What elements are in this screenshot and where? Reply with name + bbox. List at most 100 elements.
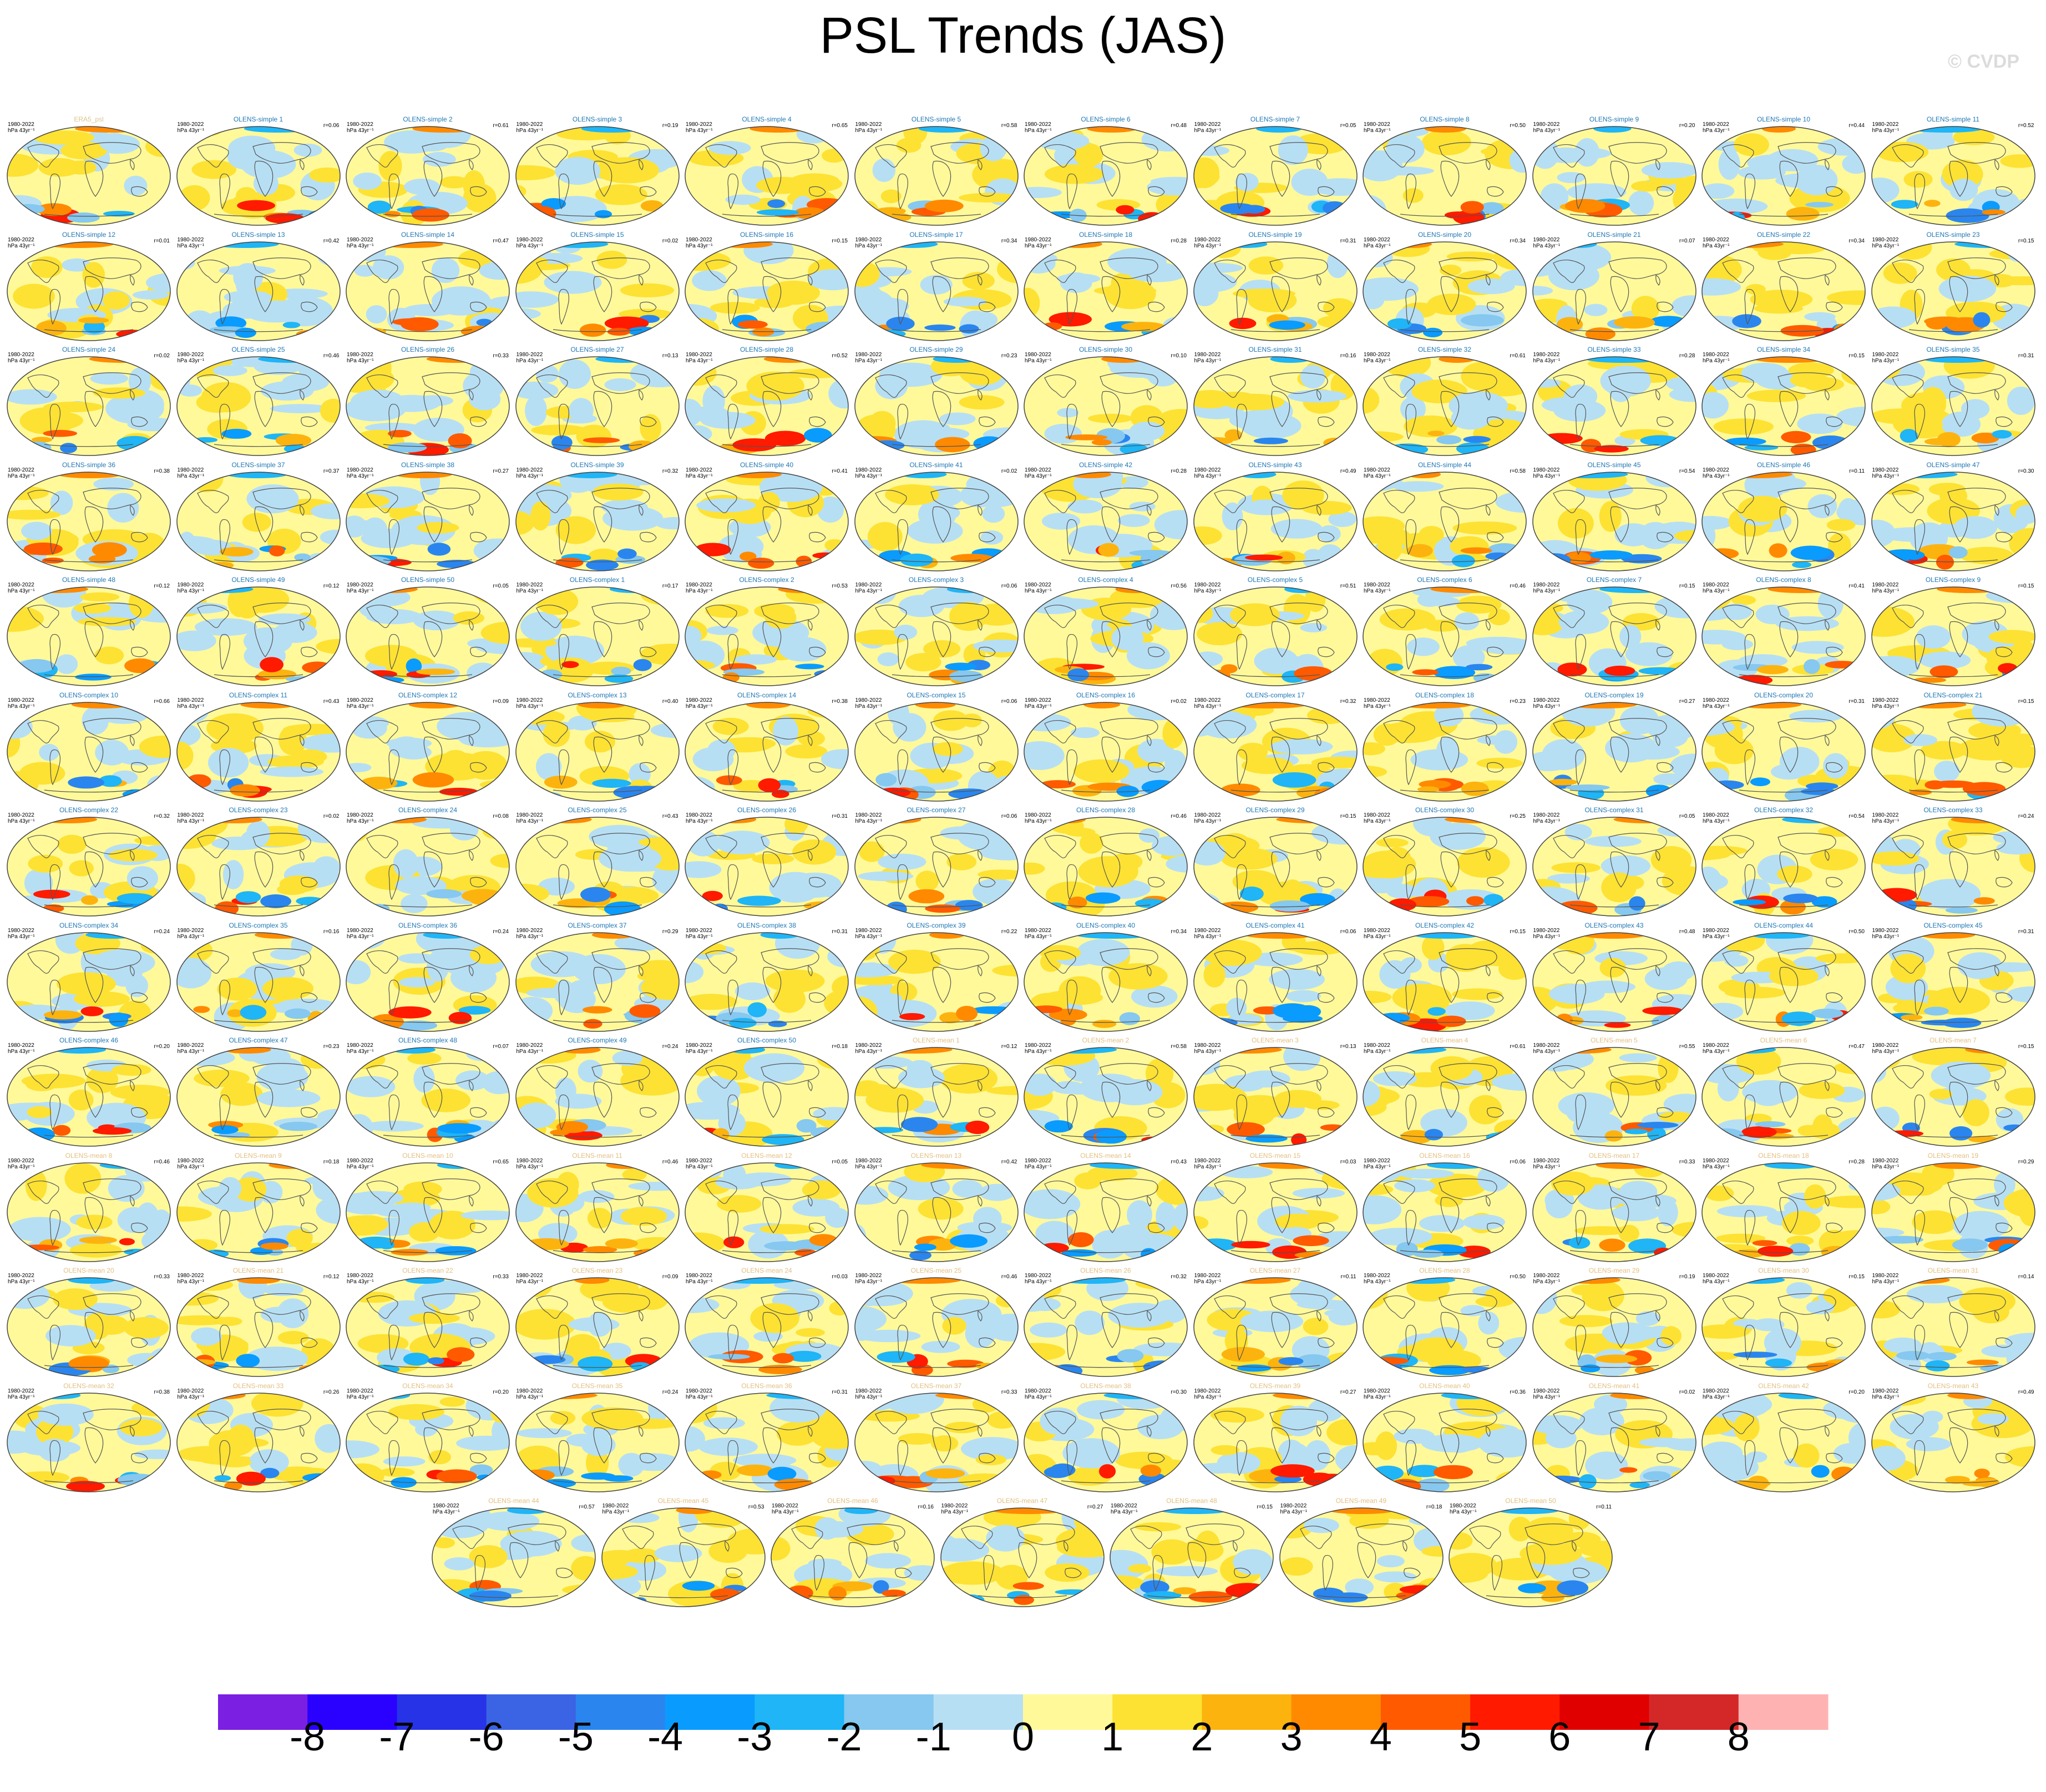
trend-contour: [1541, 397, 1596, 413]
trend-contour: [1091, 1284, 1121, 1301]
psl-trend-map: [1871, 586, 2035, 686]
map-panel: OLENS-complex 36 1980-2022 hPa 43yr⁻¹ r=0.2…: [345, 922, 511, 1032]
coastline: [978, 186, 996, 197]
trend-contour: [1903, 171, 1933, 188]
trend-contour: [1404, 415, 1457, 438]
trend-contour: [908, 889, 944, 904]
trend-contour: [69, 860, 94, 877]
trend-contour: [633, 1248, 670, 1258]
trend-contour: [1223, 393, 1284, 411]
map-panel: OLENS-complex 49 1980-2022 hPa 43yr⁻¹ r=0.2…: [514, 1036, 681, 1147]
coastline: [808, 389, 813, 401]
trend-contour: [1619, 1467, 1637, 1473]
trend-contour: [858, 871, 913, 882]
trend-contour: [275, 434, 311, 447]
trend-contour: [372, 255, 404, 280]
coastline: [1269, 372, 1328, 394]
coastline: [761, 257, 819, 279]
trend-contour: [1997, 663, 2017, 674]
trend-contour: [366, 305, 387, 323]
trend-contour: [1314, 787, 1353, 801]
map-panel: OLENS-simple 32 1980-2022 hPa 43yr⁻¹ r=0.61: [1361, 346, 1528, 457]
trend-contour: [68, 1356, 109, 1371]
panel-units: hPa 43yr⁻¹: [1194, 242, 1222, 249]
trend-contour: [1300, 365, 1325, 389]
panel-units: hPa 43yr⁻¹: [516, 128, 544, 134]
psl-trend-map: [1363, 1277, 1527, 1377]
panel-title: OLENS-simple 5: [911, 115, 961, 123]
psl-trend-map: [515, 1047, 680, 1147]
trend-contour: [958, 193, 1018, 203]
trend-contour: [685, 704, 703, 713]
map-outline: [1363, 241, 1527, 341]
trend-contour: [427, 1357, 444, 1365]
psl-trend-map: [176, 126, 341, 226]
coastline: [1148, 186, 1165, 197]
trend-contour: [43, 429, 77, 437]
trend-contour: [877, 1351, 915, 1363]
coastline: [1147, 159, 1152, 170]
coastline: [1383, 374, 1415, 398]
trend-contour: [193, 437, 217, 443]
panel-units: hPa 43yr⁻¹: [1703, 242, 1730, 249]
coastline: [1552, 144, 1585, 168]
psl-trend-map: [685, 932, 849, 1032]
coastline: [1486, 159, 1491, 170]
trend-contour: [1649, 315, 1687, 327]
map-panel: OLENS-mean 4 1980-2022 hPa 43yr⁻¹ r=0.61: [1361, 1036, 1528, 1147]
trend-contour: [69, 1243, 122, 1258]
trend-contour: [227, 144, 264, 170]
panel-correlation: r=0.20: [1679, 123, 1695, 129]
psl-trend-map: [515, 471, 680, 571]
psl-trend-map: [685, 471, 849, 571]
trend-contour: [747, 1002, 767, 1018]
map-panel: OLENS-simple 36 1980-2022 hPa 43yr⁻¹ r=0.38: [6, 461, 172, 572]
trend-contour: [1780, 325, 1824, 337]
coastline: [762, 160, 782, 197]
map-outline: [1532, 126, 1696, 226]
trend-contour: [215, 316, 246, 330]
coastline: [1744, 288, 1756, 325]
trend-contour: [1452, 988, 1503, 1000]
coastline: [383, 444, 473, 447]
trend-contour: [1953, 515, 1997, 539]
psl-trend-map: [7, 1162, 171, 1262]
psl-trend-map: [176, 817, 341, 917]
trend-contour: [76, 1214, 113, 1229]
trend-contour: [1129, 501, 1156, 512]
psl-trend-map: [1193, 701, 1358, 802]
trend-contour: [1030, 1322, 1067, 1338]
coastline: [214, 444, 303, 447]
map-panel: OLENS-mean 29 1980-2022 hPa 43yr⁻¹ r=0.19: [1531, 1267, 1698, 1378]
psl-trend-map: [7, 356, 171, 456]
panel-correlation: r=0.61: [1510, 353, 1526, 359]
trend-contour: [277, 1330, 309, 1345]
panel-correlation: r=0.52: [2018, 123, 2034, 129]
map-panel: OLENS-complex 26 1980-2022 hPa 43yr⁻¹ r=0.3…: [683, 806, 850, 917]
trend-contour: [216, 1317, 242, 1326]
trend-contour: [1469, 1095, 1502, 1125]
trend-contour: [893, 625, 917, 640]
trend-contour: [1461, 313, 1504, 326]
map-panel: OLENS-simple 24 1980-2022 hPa 43yr⁻¹ r=0.02: [6, 346, 172, 457]
trend-contour: [961, 713, 982, 727]
trend-contour: [1595, 1354, 1637, 1363]
coastline: [423, 391, 443, 427]
panel-period: 1980-2022: [1703, 122, 1729, 128]
trend-contour: [1631, 295, 1659, 321]
panel-units: hPa 43yr⁻¹: [1364, 358, 1391, 364]
coastline: [1949, 160, 1968, 197]
trend-contour: [1733, 1351, 1777, 1358]
coastline: [49, 403, 61, 440]
coastline: [388, 288, 400, 325]
trend-contour: [1702, 183, 1735, 199]
coastline: [1316, 159, 1321, 170]
panel-units: hPa 43yr⁻¹: [8, 358, 35, 364]
coastline: [892, 328, 981, 332]
coastline: [1148, 416, 1165, 427]
map-outline: [1193, 356, 1358, 456]
trend-contour: [1493, 730, 1518, 754]
trend-contour: [1638, 522, 1672, 549]
psl-trend-map: [346, 126, 510, 226]
trend-contour: [298, 361, 340, 379]
